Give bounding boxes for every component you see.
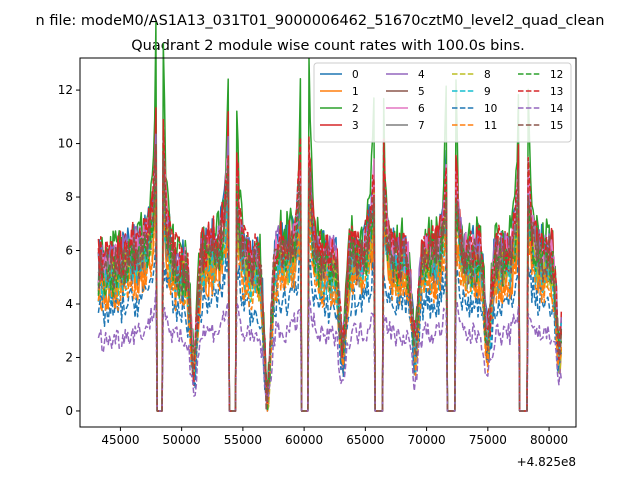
legend-label-8: 8 (484, 69, 491, 81)
series-line-14 (97, 289, 563, 412)
legend-label-7: 7 (418, 120, 425, 132)
y-tick-label: 6 (65, 244, 73, 258)
series-layer (97, 21, 563, 412)
x-tick-label: 70000 (407, 433, 445, 447)
x-tick-label: 55000 (224, 433, 262, 447)
legend-label-1: 1 (352, 86, 359, 98)
y-tick-label: 10 (58, 137, 73, 151)
chart-title: Quadrant 2 module wise count rates with … (131, 38, 525, 54)
x-tick-label: 75000 (469, 433, 507, 447)
x-tick-label: 60000 (285, 433, 323, 447)
legend-label-6: 6 (418, 103, 425, 115)
x-tick-label: 80000 (530, 433, 568, 447)
x-axis: 45000 50000 55000 60000 65000 70000 75000 80000 (101, 427, 568, 447)
y-tick-label: 4 (65, 297, 73, 311)
x-offset-label: +4.825e8 (517, 455, 576, 469)
legend-label-10: 10 (484, 103, 497, 115)
x-tick-label: 45000 (101, 433, 139, 447)
legend-label-12: 12 (550, 69, 563, 81)
y-tick-label: 12 (58, 83, 73, 97)
legend-label-13: 13 (550, 86, 563, 98)
legend-label-3: 3 (352, 120, 359, 132)
chart-suptitle: n file: modeM0/AS1A13_031T01_9000006462_… (36, 13, 605, 29)
legend-frame (313, 62, 572, 143)
y-tick-label: 8 (65, 190, 73, 204)
legend-label-4: 4 (418, 69, 425, 81)
legend-label-2: 2 (352, 103, 359, 115)
plot-area (79, 57, 577, 428)
series-line-15 (97, 143, 563, 412)
series-line-10 (97, 237, 562, 412)
legend-label-14: 14 (550, 103, 564, 115)
y-axis: 0 2 4 6 8 10 12 (58, 83, 80, 418)
x-tick-label: 50000 (163, 433, 201, 447)
legend-label-15: 15 (550, 120, 563, 132)
y-tick-label: 0 (65, 404, 73, 418)
legend-label-11: 11 (484, 120, 497, 132)
legend-label-5: 5 (418, 86, 425, 98)
legend-label-9: 9 (484, 86, 491, 98)
legend-label-0: 0 (352, 69, 359, 81)
y-tick-label: 2 (65, 350, 73, 364)
x-tick-label: 65000 (346, 433, 384, 447)
